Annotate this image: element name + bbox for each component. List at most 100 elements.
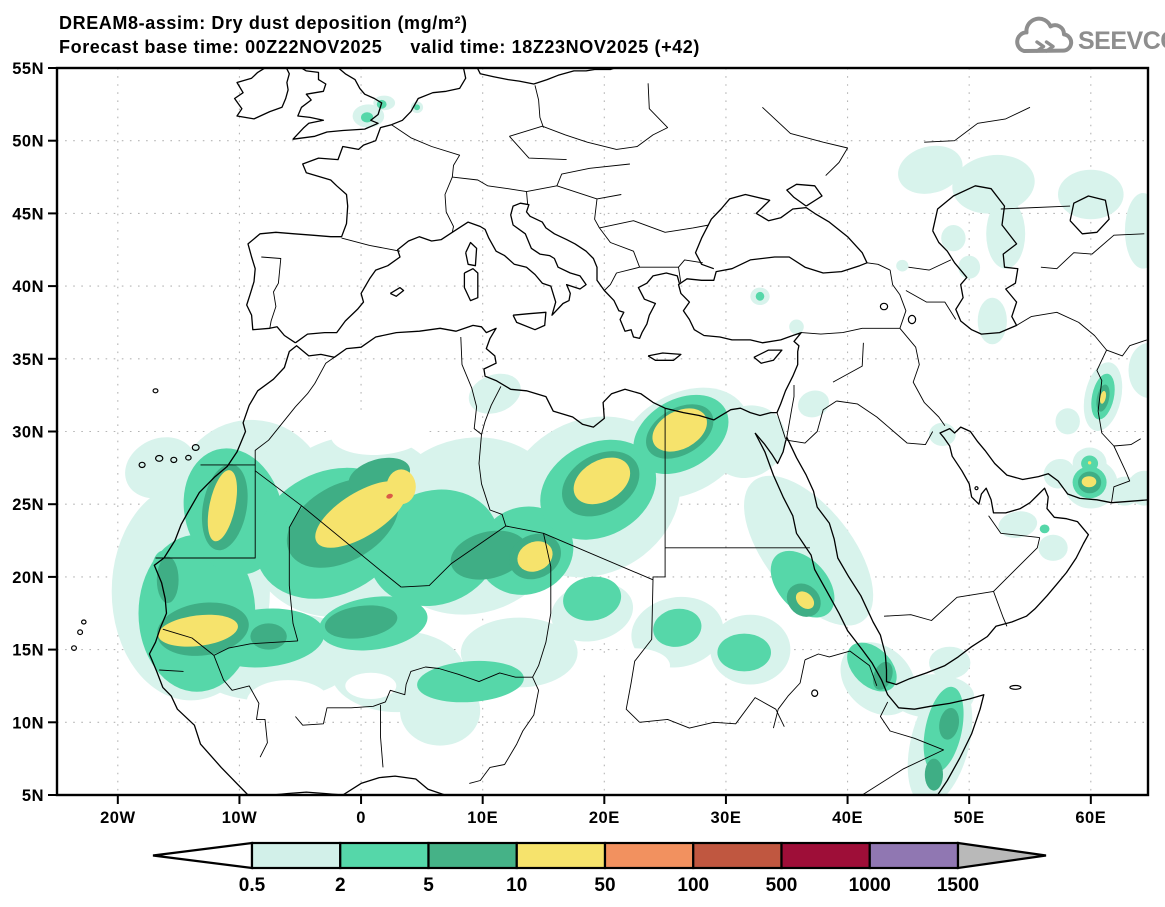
colorbar-segment <box>427 841 518 870</box>
colorbar-segment <box>515 841 607 870</box>
dust-region-level-10 <box>386 469 416 505</box>
island-or-lake-outline <box>879 302 889 311</box>
lon-tick-label: 20E <box>589 809 620 827</box>
cloud-icon <box>1015 16 1074 53</box>
island-or-lake-outline <box>974 486 979 491</box>
dust-region-level-10 <box>158 614 238 647</box>
country-border <box>616 83 669 150</box>
dust-region-level-5 <box>450 530 527 580</box>
country-border <box>652 547 666 580</box>
country-border <box>639 697 785 729</box>
island-or-lake-outline <box>81 619 87 625</box>
cloud-chevrons-icon <box>1035 40 1055 53</box>
dust-region-level-2 <box>417 660 524 703</box>
country-border <box>526 185 622 200</box>
country-border <box>509 135 567 161</box>
country-border <box>594 198 600 229</box>
country-border <box>776 412 786 439</box>
island-or-lake-outline <box>70 645 77 651</box>
coastline <box>465 241 478 267</box>
country-border <box>452 176 529 205</box>
coastline <box>1069 195 1110 235</box>
lon-tick-label: 40E <box>832 809 863 827</box>
lat-tick-label: 50N <box>12 133 44 151</box>
lon-tick-label: 60E <box>1075 809 1106 827</box>
dust-region-level-10 <box>573 457 631 505</box>
colorbar-tick-label: 50 <box>594 875 615 896</box>
coastline <box>246 68 467 344</box>
dust-region-level-10 <box>795 591 815 609</box>
dust-field-layer <box>111 95 1148 795</box>
dust-region-level-0.5 <box>977 297 1007 345</box>
island-or-lake-outline <box>154 454 164 462</box>
coastline <box>932 185 1019 335</box>
country-border <box>159 669 184 672</box>
dust-region-level-2 <box>653 608 702 647</box>
country-border <box>1016 311 1107 351</box>
country-border <box>599 227 641 268</box>
country-border <box>762 106 849 176</box>
dust-region-level-0.5 <box>898 145 963 194</box>
dust-region-level-2 <box>361 112 374 123</box>
dust-region-level-5 <box>324 605 398 639</box>
country-border <box>908 259 952 271</box>
colorbar-tick-label: 500 <box>766 875 798 896</box>
country-border <box>905 290 957 320</box>
dust-region-level-5 <box>872 661 893 690</box>
country-border <box>988 515 1040 539</box>
coastline <box>512 311 547 331</box>
map-title-line2: Forecast base time: 00Z22NOV2025 valid t… <box>59 37 700 57</box>
colorbar-tick-label: 0.5 <box>239 875 266 896</box>
dust-region-level-10 <box>1081 476 1097 488</box>
coastline <box>647 352 682 361</box>
dust-region-level-0.5 <box>1128 342 1148 398</box>
country-border <box>556 163 630 186</box>
country-border <box>532 533 552 678</box>
dust-region-level-10 <box>315 481 407 548</box>
island-or-lake-outline <box>77 629 84 636</box>
lon-tick-label: 10W <box>222 809 257 827</box>
coastline <box>476 68 617 85</box>
country-border <box>1106 339 1147 357</box>
colorbar-segment <box>339 841 430 870</box>
coastline <box>233 68 290 120</box>
colorbar-tick-label: 1000 <box>849 875 891 896</box>
country-border <box>341 237 401 252</box>
island-or-lake-outline <box>152 388 159 394</box>
country-border <box>1096 349 1141 447</box>
lat-tick-label: 15N <box>12 642 44 660</box>
country-border <box>993 591 1008 627</box>
country-border <box>866 262 907 329</box>
dust-region-level-5 <box>939 707 960 740</box>
dust-region-level-2 <box>414 104 420 111</box>
dust-region-level-0.5 <box>1038 534 1068 561</box>
dust-region-level-0.5 <box>710 405 786 478</box>
lon-tick-label: 0 <box>356 809 366 827</box>
country-border <box>1040 233 1145 270</box>
dust-region-level-0.5 <box>789 319 804 335</box>
country-border <box>924 106 1031 143</box>
dust-region-level-0.5 <box>929 422 956 446</box>
dust-region-level-0.5 <box>986 198 1026 269</box>
dust-region-level-5 <box>250 623 287 650</box>
country-border <box>254 356 335 465</box>
country-border <box>899 328 946 426</box>
colorbar-tick-label: 2 <box>335 875 346 896</box>
colorbar-tick-label: 1500 <box>937 875 979 896</box>
dust-region-level-2 <box>563 576 622 621</box>
lat-tick-label: 45N <box>12 205 44 223</box>
lat-tick-label: 25N <box>12 496 44 514</box>
coastline <box>753 349 783 364</box>
country-border <box>254 470 402 588</box>
coastline <box>148 193 868 795</box>
colorbar-tick-label: 5 <box>423 875 434 896</box>
axes-layer: 55N 50N 45N 40N 35N 30N 25N 20N 15N 10N 5N 20W 10W 0 1… <box>12 60 1150 827</box>
colorbar-tick-label: 10 <box>506 875 527 896</box>
colorbar: 0.5 2 5 10 50 100 500 1000 1500 <box>152 841 1047 896</box>
dust-region-level-2 <box>717 633 771 672</box>
dust-region-level-0.5 <box>1124 193 1148 269</box>
country-border <box>543 532 654 581</box>
colorbar-segment <box>780 841 871 870</box>
country-border <box>481 386 502 435</box>
